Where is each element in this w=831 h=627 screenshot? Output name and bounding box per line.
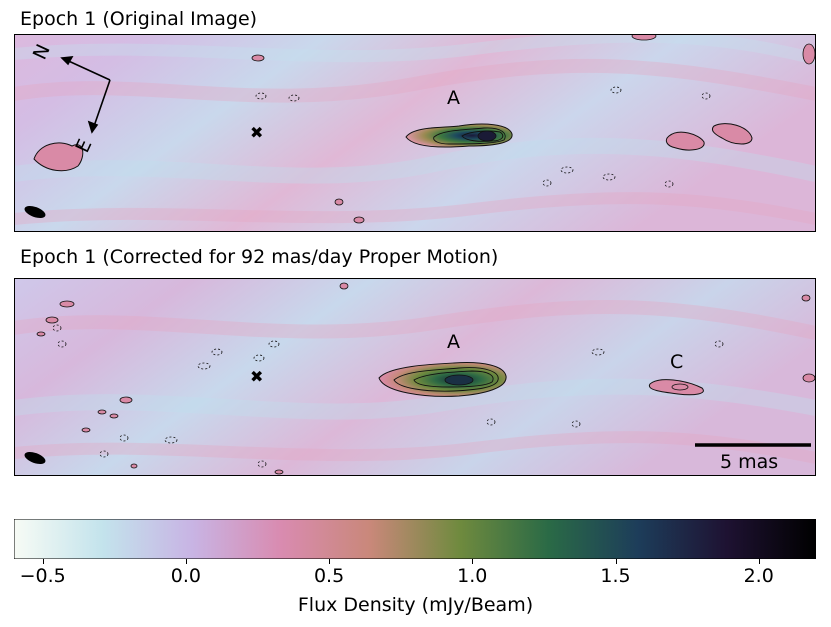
scale-bar-label: 5 mas	[720, 451, 778, 473]
panel-1-source-a	[405, 123, 513, 148]
colorbar-tick-mark	[42, 559, 44, 564]
panel-2-negative-contours	[52, 324, 724, 468]
panel-2-cross-marker: ✖	[250, 367, 263, 386]
panel-1-right-emission	[665, 123, 753, 151]
colorbar-tick-label: −0.5	[19, 565, 66, 587]
compass	[60, 56, 111, 134]
colorbar-tick-label: 0.0	[170, 565, 201, 587]
panel-1-negative-contours	[255, 86, 711, 188]
colorbar-tick-mark	[758, 559, 760, 564]
colorbar	[14, 519, 816, 559]
panel-1-title: Epoch 1 (Original Image)	[20, 8, 258, 30]
colorbar-tick-mark	[615, 559, 617, 564]
panel-1-beam-ellipse	[24, 205, 46, 219]
colorbar-tick-label: 1.5	[600, 565, 631, 587]
panel-1-image: ✖ A N E	[14, 34, 816, 232]
panel-2-source-label-c: C	[670, 351, 683, 373]
panel-1-cross-marker: ✖	[250, 123, 263, 142]
panel-2-beam-ellipse	[24, 451, 46, 465]
colorbar-tick-label: 0.5	[313, 565, 345, 587]
panel-2-source-label-a: A	[447, 331, 460, 353]
colorbar-tick-mark	[472, 559, 474, 564]
panel-2-source-c	[648, 379, 704, 396]
colorbar-tick-mark	[185, 559, 187, 564]
colorbar-tick-label: 2.0	[743, 565, 774, 587]
panel-1-left-emission	[33, 142, 84, 172]
panel-1-source-label-a: A	[447, 87, 460, 109]
panel-2-small-contours	[36, 282, 816, 475]
colorbar-tick-label: 1.0	[457, 565, 488, 587]
colorbar-label: Flux Density (mJy/Beam)	[297, 594, 534, 616]
colorbar-gradient	[14, 519, 816, 559]
panel-2-title: Epoch 1 (Corrected for 92 mas/day Proper…	[20, 246, 499, 268]
panel-1-small-contours	[251, 34, 816, 224]
panel-1-noise-texture	[14, 34, 816, 225]
panel-2-source-a	[378, 362, 507, 397]
colorbar-tick-mark	[329, 559, 331, 564]
panel-2-image: ✖ A C 5 mas	[14, 278, 816, 476]
